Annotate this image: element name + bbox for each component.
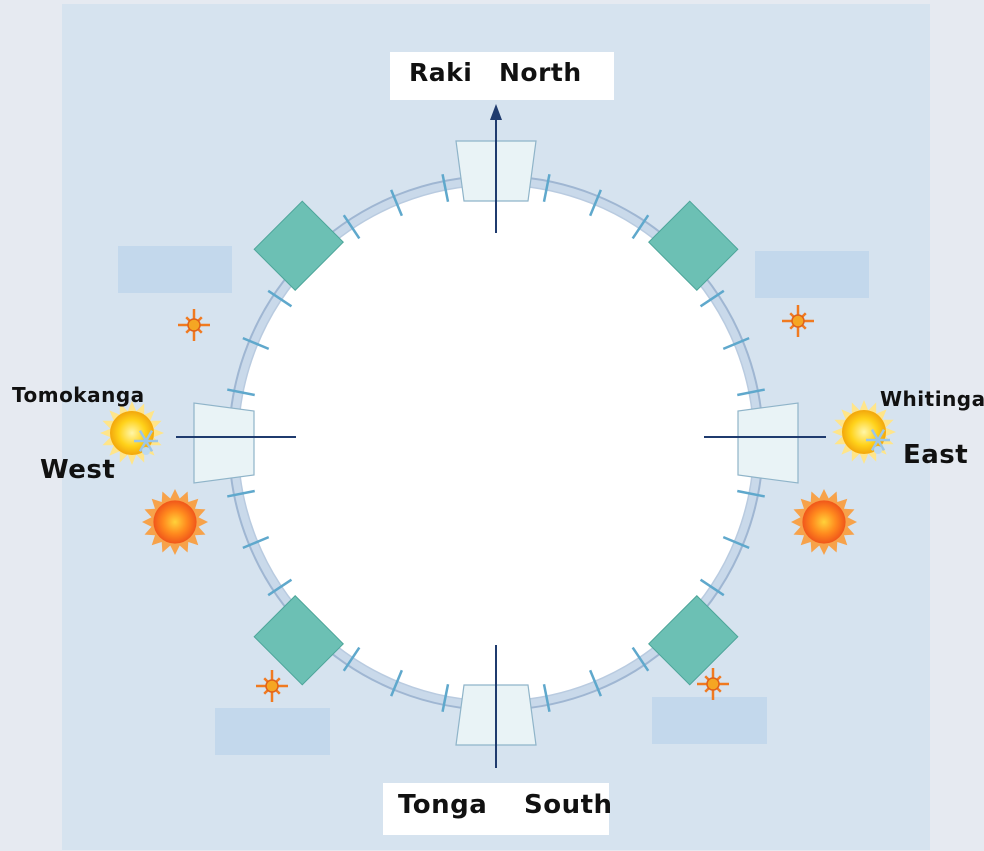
east-maori-label: Whitinga	[880, 387, 984, 411]
east-english-label: East	[903, 440, 968, 470]
blank-box-southeast	[652, 697, 767, 744]
blank-box-southwest	[215, 708, 330, 755]
compass-gate	[194, 403, 254, 483]
sun-icon	[142, 489, 208, 555]
west-maori-label: Tomokanga	[12, 383, 145, 407]
compass-gate	[738, 403, 798, 483]
blank-box-northwest	[118, 246, 232, 293]
blank-box-northeast	[755, 251, 869, 298]
south-english-label: South	[524, 790, 613, 820]
south-maori-label: Tonga	[398, 790, 487, 820]
north-english-label: North	[499, 58, 582, 87]
sun-icon	[791, 489, 857, 555]
west-english-label: West	[40, 455, 115, 485]
north-maori-label: Raki	[409, 58, 472, 87]
